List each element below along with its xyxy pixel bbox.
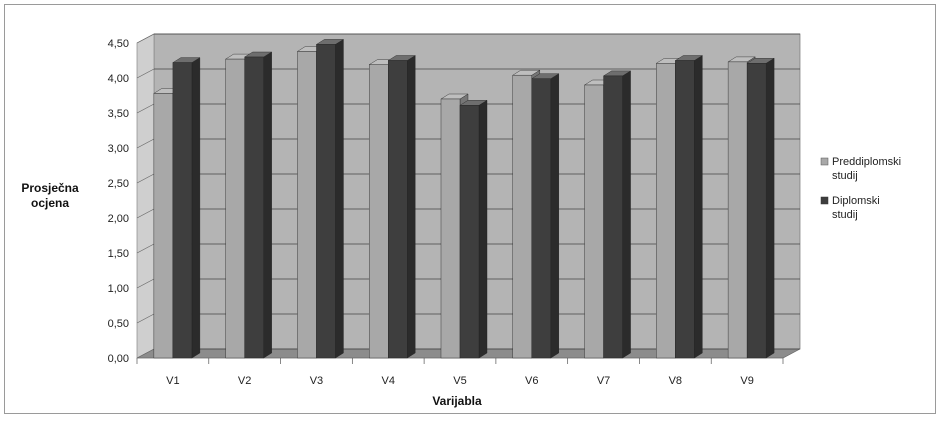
x-axis-title: Varijabla — [432, 394, 482, 408]
legend-label-graduate-line-1: Diplomski — [832, 195, 880, 207]
x-tick-label: V3 — [310, 375, 323, 387]
x-tick-label: V8 — [669, 375, 682, 387]
y-tick-label: 3,50 — [108, 108, 129, 120]
gridline-side — [136, 208, 155, 219]
x-tick-label: V9 — [740, 375, 753, 387]
gridline-side — [136, 348, 155, 359]
gridline-side — [136, 68, 155, 79]
gridline-side — [136, 278, 155, 289]
y-tick-label: 4,00 — [108, 73, 129, 85]
bar-V1-series-2 — [172, 57, 201, 359]
y-axis-title-line-1: Prosječna — [21, 181, 79, 195]
x-tick-label: V4 — [381, 375, 394, 387]
y-tick-label: 3,00 — [108, 143, 129, 155]
plot-side-wall — [136, 33, 155, 359]
y-tick-label: 2,00 — [108, 213, 129, 225]
legend-swatch-graduate — [820, 196, 829, 205]
legend-label-graduate-line-2: studij — [832, 209, 858, 221]
bar-V7-series-2 — [602, 70, 632, 359]
bar-V5-series-2 — [459, 99, 488, 359]
gridline-side — [136, 103, 155, 114]
x-tick-label: V7 — [597, 375, 610, 387]
y-axis-ticks: 0,00 0,50 1,00 1,50 2,00 2,50 3,00 3,50 4,00 4,50 — [108, 38, 129, 365]
x-tick-label: V1 — [166, 375, 179, 387]
gridline-side — [136, 313, 155, 324]
y-tick-label: 2,50 — [108, 178, 129, 190]
x-axis-ticks: V1 V2 V3 V4 V5 V6 V7 V8 V9 — [136, 358, 784, 387]
gridline-side — [136, 33, 155, 44]
y-tick-label: 0,50 — [108, 318, 129, 330]
gridline-side — [136, 173, 155, 184]
bar-V6-series-2 — [531, 73, 560, 359]
y-tick-label: 0,00 — [108, 353, 129, 365]
y-axis-title-line-2: ocjena — [31, 196, 69, 210]
y-tick-label: 1,50 — [108, 248, 129, 260]
legend: Preddiplomski studij Diplomski studij — [820, 156, 901, 221]
gridline-side — [136, 243, 155, 254]
bar-V8-series-2 — [674, 55, 704, 359]
legend-label-undergraduate-line-1: Preddiplomski — [832, 156, 901, 168]
y-tick-label: 1,00 — [108, 283, 129, 295]
legend-label-undergraduate-line-2: studij — [832, 170, 858, 182]
x-tick-label: V2 — [238, 375, 251, 387]
bar-V9-series-2 — [746, 57, 775, 359]
x-tick-label: V5 — [453, 375, 466, 387]
bar-V4-series-2 — [387, 55, 416, 359]
y-tick-label: 4,50 — [108, 38, 129, 50]
legend-swatch-undergraduate — [820, 157, 829, 166]
gridline-side — [136, 138, 155, 149]
bar-V2-series-2 — [243, 51, 273, 359]
bars — [153, 39, 775, 359]
x-tick-label: V6 — [525, 375, 538, 387]
bar-V3-series-2 — [315, 39, 345, 359]
